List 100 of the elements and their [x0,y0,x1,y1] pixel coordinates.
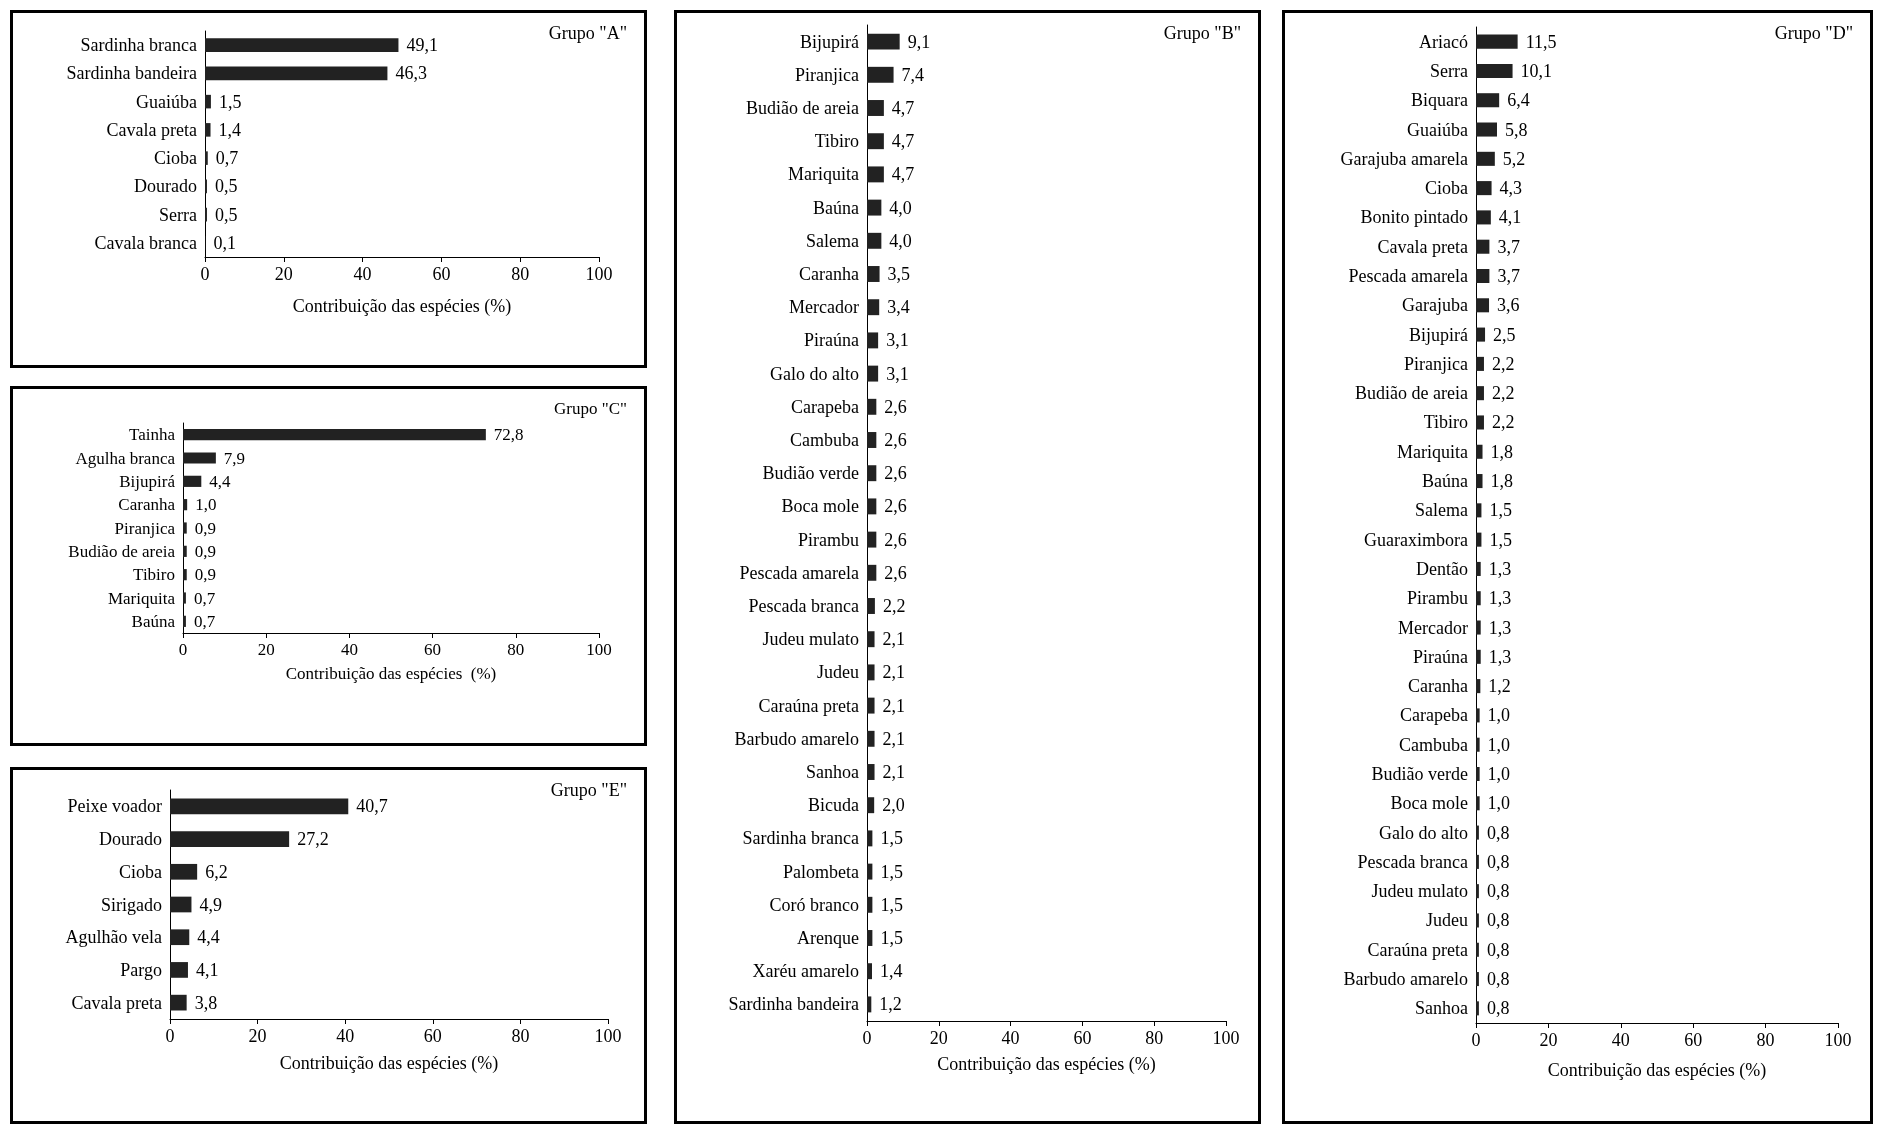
bar [1476,591,1481,606]
data-label: 1,5 [880,894,903,915]
y-tick-label: Pescada amarela [1348,266,1468,286]
x-tick-label: 60 [423,1026,442,1046]
x-tick-label: 60 [1073,1028,1092,1048]
data-label: 1,5 [880,928,903,948]
data-label: 3,4 [887,297,910,318]
x-axis-title: Contribuição das espécies (%) [292,296,512,317]
x-tick-label: 40 [1001,1028,1020,1048]
y-tick-label: Bijupirá [800,31,859,52]
y-tick-label: Garajuba amarela [1340,148,1468,169]
data-label: 3,5 [887,264,911,284]
chart-title: Grupo "C" [554,399,627,418]
bar [1476,942,1479,957]
y-tick-label: Serra [1430,60,1468,81]
x-tick-label: 40 [1611,1030,1630,1050]
data-label: 4,3 [1499,178,1523,199]
x-tick-label: 80 [511,1026,530,1046]
data-label: 0,5 [214,176,238,197]
data-label: 2,5 [1493,324,1516,345]
data-label: 3,7 [1497,236,1520,257]
data-label: 27,2 [297,829,329,850]
y-tick-label: Coró branco [769,894,859,915]
x-tick-label: 0 [200,264,210,284]
y-tick-label: Carapeba [1400,705,1468,726]
y-tick-label: Budião de areia [1355,383,1469,404]
bar [170,863,198,880]
bar [1476,854,1479,869]
data-label: 2,6 [884,562,907,583]
data-label: 1,3 [1488,646,1512,667]
data-label: 0,8 [1486,881,1510,902]
data-label: 2,1 [882,629,906,650]
data-label: 1,3 [1488,617,1512,638]
data-label: 2,1 [882,762,906,782]
data-label: 1,4 [218,119,242,140]
y-tick-label: Pirambu [1407,588,1468,609]
data-label: 4,1 [195,959,219,980]
data-label: 0,8 [1486,969,1510,990]
bar [1476,93,1500,108]
x-tick-label: 0 [862,1028,872,1048]
y-tick-label: Caraúna preta [1367,939,1468,960]
y-tick-label: Bijupirá [119,471,176,491]
chart-title: Grupo "A" [548,23,627,43]
y-tick-label: Sardinha branca [742,828,859,849]
data-label: 2,2 [1491,383,1515,404]
y-tick-label: Barbudo amarelo [1343,969,1468,990]
data-label: 1,5 [218,91,242,112]
y-tick-label: Salema [1415,500,1469,521]
y-tick-label: Dentão [1416,558,1468,579]
bar [170,929,190,946]
y-tick-label: Budião de areia [746,98,860,118]
bar [1476,151,1495,166]
x-axis-title: Contribuição das espécies (%) [937,1054,1156,1075]
bar [183,499,188,511]
bar [1476,679,1481,694]
data-label: 72,8 [493,425,524,445]
data-label: 10,1 [1520,60,1553,81]
data-label: 6,4 [1507,90,1530,111]
data-label: 2,6 [884,430,907,450]
x-tick-label: 20 [257,640,275,659]
bar [1476,34,1518,49]
y-tick-label: Boca mole [781,496,859,517]
chart-title: Grupo "D" [1774,23,1853,43]
x-tick-label: 20 [929,1028,948,1048]
data-label: 1,2 [1488,676,1511,697]
data-label: 49,1 [406,35,438,56]
y-tick-label: Cioba [119,861,163,882]
x-tick-label: 20 [1539,1030,1558,1050]
y-tick-label: Serra [159,204,197,225]
bar [1476,708,1480,723]
data-label: 0,5 [214,204,238,225]
data-label: 4,7 [891,131,915,152]
x-tick-label: 40 [340,640,358,659]
y-tick-label: Piraúna [1413,646,1469,667]
data-label: 4,7 [891,164,915,185]
data-label: 0,9 [194,541,216,561]
y-tick-label: Cambuba [790,430,859,450]
y-tick-label: Pescada branca [748,596,860,616]
data-label: 1,3 [1488,588,1512,609]
bar [170,798,349,815]
x-tick-label: 60 [424,640,442,659]
bar [205,66,388,81]
data-label: 2,2 [1491,412,1515,433]
y-tick-label: Baúna [1422,471,1469,492]
data-label: 3,7 [1497,266,1520,286]
data-label: 0,8 [1486,998,1510,1019]
y-tick-label: Cioba [154,148,198,169]
bar [1476,298,1490,313]
y-tick-label: Caranha [118,495,176,515]
y-tick-label: Sardinha bandeira [728,994,859,1015]
y-tick-label: Boca mole [1390,793,1468,814]
y-tick-label: Cavala preta [71,992,163,1013]
y-tick-label: Biquara [1411,90,1469,111]
x-tick-label: 0 [1471,1030,1481,1050]
bar [1476,386,1484,401]
y-tick-label: Mariquita [107,588,176,608]
bar [1476,825,1479,840]
bar [1476,122,1497,137]
y-tick-label: Agulha branca [75,448,176,468]
x-tick-label: 80 [1145,1028,1164,1048]
